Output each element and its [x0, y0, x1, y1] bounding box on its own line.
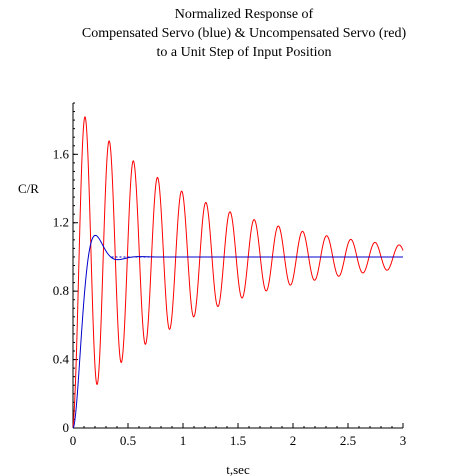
chart-title: Normalized Response of Compensated Servo…	[82, 7, 407, 60]
uncompensated-response-line	[72, 116, 404, 429]
x-tick-label: 2.5	[340, 433, 356, 448]
y-tick-label: 0.4	[53, 352, 70, 367]
compensated-response-line	[72, 234, 403, 429]
x-tick-label: 3	[400, 433, 407, 448]
x-tick-label: 0	[70, 433, 77, 448]
plot-area: 0 0.5 1 1.5 2 2.5 3 0 0.4 0.8 1.2 1.6	[53, 102, 407, 448]
x-axis-label: t,sec	[226, 462, 250, 476]
y-tick-label: 1.6	[53, 146, 70, 161]
chart-title-line-3: to a Unit Step of Input Position	[157, 45, 332, 60]
x-tick-label: 1	[180, 433, 187, 448]
x-tick-label: 2	[290, 433, 297, 448]
chart-title-line-2: Compensated Servo (blue) & Uncompensated…	[82, 26, 407, 41]
y-tick-label: 0.8	[53, 283, 69, 298]
x-tick-label: 0.5	[120, 433, 136, 448]
y-axis-label: C/R	[18, 181, 39, 196]
chart-title-line-1: Normalized Response of	[175, 7, 314, 22]
x-tick-label: 1.5	[230, 433, 246, 448]
y-tick-label: 0	[63, 420, 70, 435]
y-tick-label: 1.2	[53, 215, 69, 230]
